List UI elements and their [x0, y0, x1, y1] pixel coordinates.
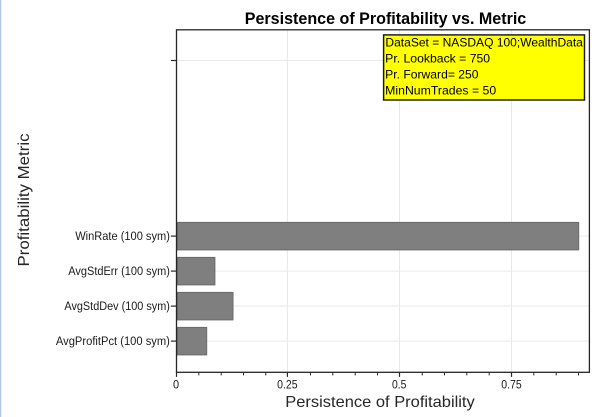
svg-text:DataSet = NASDAQ 100;WealthDat: DataSet = NASDAQ 100;WealthData — [385, 36, 583, 50]
svg-text:0.25: 0.25 — [277, 378, 298, 392]
svg-text:0.75: 0.75 — [501, 378, 522, 392]
svg-text:Persistence of Profitability v: Persistence of Profitability vs. Metric — [245, 9, 527, 28]
svg-text:0.5: 0.5 — [392, 378, 407, 392]
svg-text:0: 0 — [173, 378, 179, 392]
svg-text:AvgStdErr (100 sym): AvgStdErr (100 sym) — [68, 264, 170, 278]
svg-text:WinRate (100 sym): WinRate (100 sym) — [75, 229, 170, 243]
svg-text:Pr. Forward= 250: Pr. Forward= 250 — [385, 67, 479, 81]
svg-text:MinNumTrades = 50: MinNumTrades = 50 — [385, 84, 496, 98]
svg-text:AvgStdDev (100 sym): AvgStdDev (100 sym) — [64, 299, 170, 313]
svg-text:Persistence of Profitability: Persistence of Profitability — [285, 394, 475, 411]
svg-text:Profitability Metric: Profitability Metric — [16, 133, 33, 266]
svg-text:Pr. Lookback = 750: Pr. Lookback = 750 — [385, 51, 490, 65]
svg-text:AvgProfitPct (100 sym): AvgProfitPct (100 sym) — [56, 334, 170, 348]
